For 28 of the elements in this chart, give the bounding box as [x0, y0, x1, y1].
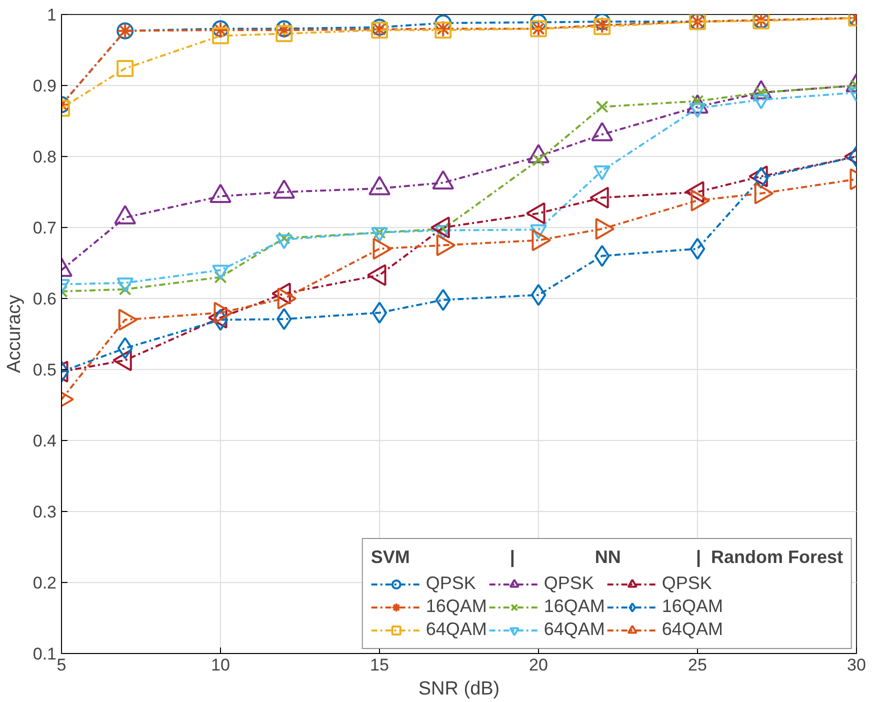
x-tick-label: 25: [688, 656, 707, 674]
y-tick-label: 0.5: [32, 360, 57, 380]
y-tick-label: 0.6: [32, 290, 57, 308]
legend-label: 16QAM: [426, 596, 487, 617]
y-tick-label: 0.2: [32, 574, 57, 592]
legend-title: SVM | NN | Random Forest: [370, 547, 843, 568]
y-axis-title: Accuracy: [4, 294, 25, 374]
y-tick-label: 0.1: [32, 644, 57, 664]
y-tick-label: 0.7: [32, 218, 57, 238]
x-tick-label: 20: [529, 656, 548, 674]
y-tick-label: 0.9: [32, 76, 57, 96]
x-tick-label: 30: [847, 656, 866, 674]
legend-label: 64QAM: [426, 619, 487, 640]
y-tick-label: 0.8: [32, 148, 57, 166]
x-tick-label: 5: [56, 656, 66, 674]
legend-label: 16QAM: [544, 596, 605, 617]
x-tick-label: 15: [370, 656, 389, 674]
legend-label: 16QAM: [662, 596, 723, 617]
y-tick-label: 0.4: [32, 432, 57, 450]
x-tick-label: 10: [211, 656, 230, 674]
legend-label: QPSK: [426, 573, 476, 594]
y-tick-label: 1: [47, 6, 57, 24]
y-tick-label: 0.3: [32, 502, 57, 522]
legend-label: QPSK: [662, 573, 712, 594]
legend-label: QPSK: [544, 573, 594, 594]
legend-label: 64QAM: [662, 619, 723, 640]
x-axis-title: SNR (dB): [418, 678, 500, 700]
legend-label: 64QAM: [544, 619, 605, 640]
